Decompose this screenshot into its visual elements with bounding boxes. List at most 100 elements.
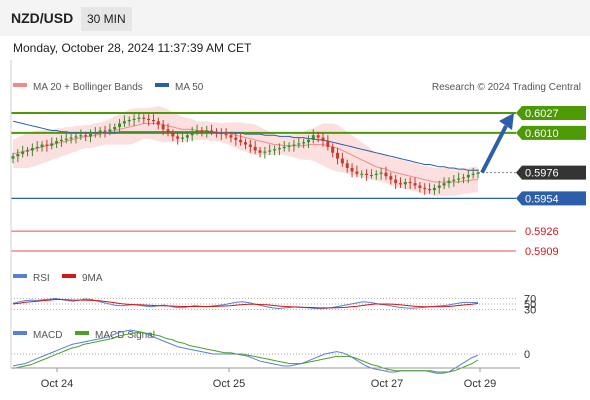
macd-signal-legend-swatch — [75, 331, 89, 335]
price-tag-0-5954: 0.5954 — [525, 193, 559, 205]
candle-body — [389, 176, 393, 180]
candle-body — [142, 117, 146, 119]
candle-body — [244, 142, 247, 145]
candle-body — [403, 182, 407, 185]
x-tick-label: Oct 27 — [371, 378, 403, 390]
arrow-head — [499, 113, 514, 130]
candle-body — [476, 172, 480, 174]
candle-body — [447, 180, 451, 184]
candle-body — [345, 163, 349, 168]
projection-arrow — [480, 113, 514, 174]
x-tick-label: Oct 29 — [464, 378, 496, 390]
macd-legend-label: MACD — [33, 330, 62, 341]
candle-body — [205, 130, 209, 132]
candle-body — [64, 138, 68, 140]
candle-body — [229, 135, 233, 138]
candle-body — [59, 139, 63, 142]
rsi-ma-legend-swatch — [62, 274, 76, 278]
candle-body — [156, 121, 160, 125]
candle-body — [234, 137, 238, 140]
candle-body — [214, 131, 218, 133]
candle-body — [306, 139, 310, 143]
candle-body — [98, 130, 102, 133]
candle-body — [113, 127, 117, 130]
price-tag-0-5909: 0.5909 — [525, 246, 559, 258]
rsi-ma-line — [12, 299, 479, 309]
candle-body — [84, 135, 88, 137]
candle-body — [147, 118, 151, 121]
candle-body — [11, 156, 15, 159]
x-tick-label: Oct 24 — [41, 378, 73, 390]
candle-body — [253, 146, 257, 151]
macd-zero-label: 0 — [524, 349, 530, 361]
candle-body — [437, 185, 441, 188]
candle-body — [195, 130, 199, 132]
candle-body — [287, 145, 291, 147]
candle-body — [103, 130, 107, 132]
ma20-legend-swatch — [13, 83, 27, 87]
candle-body — [379, 172, 383, 174]
candle-body — [151, 120, 155, 122]
candle-body — [302, 142, 306, 144]
candle-body — [326, 141, 330, 147]
timeframe-badge[interactable]: 30 MIN — [81, 7, 132, 31]
candle-body — [55, 141, 59, 144]
candle-body — [21, 151, 25, 154]
bollinger-fill — [13, 106, 478, 196]
candle-body — [374, 173, 378, 175]
ma20-legend-label: MA 20 + Bollinger Bands — [33, 82, 143, 93]
candle-body — [190, 131, 194, 136]
candle-body — [171, 132, 175, 137]
ma50-legend-swatch — [155, 83, 169, 87]
header-bar: NZD/USD 30 MIN — [0, 0, 590, 36]
candle-body — [321, 137, 325, 142]
candles — [11, 111, 480, 195]
candle-body — [461, 177, 465, 179]
candle-body — [268, 150, 272, 152]
candle-body — [336, 152, 340, 159]
price-tags: 0.6027 0.6010 0.5976 0.5954 0.5926 0.5909 — [516, 106, 586, 258]
candle-body — [277, 148, 281, 150]
candle-body — [365, 173, 369, 175]
price-tag-0-5976: 0.5976 — [525, 168, 559, 180]
macd-signal-line — [12, 331, 479, 373]
candle-body — [79, 135, 83, 137]
candle-body — [350, 167, 354, 172]
candle-body — [471, 173, 475, 175]
research-credit: Research © 2024 Trading Central — [432, 82, 581, 93]
candle-body — [413, 183, 417, 186]
candle-body — [355, 171, 359, 174]
ma50-legend-label: MA 50 — [175, 82, 204, 93]
candle-body — [210, 130, 214, 132]
candle-body — [452, 179, 456, 181]
macd-panel: 0 — [11, 329, 530, 374]
candle-body — [176, 136, 180, 139]
candle-body — [282, 146, 286, 149]
macd-signal-legend-label: MACD Signal — [95, 330, 155, 341]
x-axis: Oct 24 Oct 25 Oct 27 Oct 29 — [41, 368, 496, 390]
candle-body — [108, 129, 112, 132]
candle-body — [137, 117, 141, 119]
candle-body — [423, 187, 427, 190]
candle-body — [16, 153, 20, 157]
candle-body — [30, 148, 34, 151]
candle-body — [35, 146, 39, 149]
rsi-level-label-70: 70 — [524, 293, 536, 305]
candle-body — [442, 183, 446, 186]
rsi-legend-swatch — [13, 274, 27, 278]
candle-body — [239, 139, 243, 143]
candle-body — [219, 132, 223, 135]
bollinger-band — [13, 106, 478, 196]
candle-body — [292, 144, 296, 146]
rsi-legend-label: RSI — [33, 273, 50, 284]
candle-body — [331, 146, 335, 153]
candle-body — [466, 174, 470, 178]
price-tag-box-0-6027 — [516, 106, 586, 120]
rsi-level-label-50: 50 — [524, 299, 536, 311]
candle-body — [369, 174, 373, 176]
macd-line — [12, 329, 479, 374]
candle-body — [69, 137, 73, 139]
price-tag-0-5926: 0.5926 — [525, 226, 559, 238]
